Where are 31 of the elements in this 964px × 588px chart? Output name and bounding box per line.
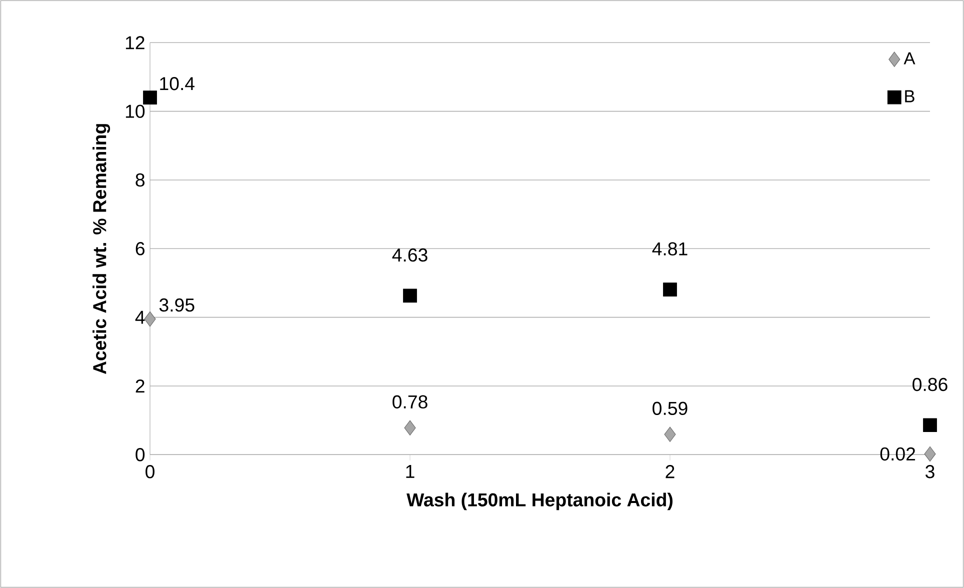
point: [924, 446, 936, 462]
data-label: 10.4: [160, 76, 194, 90]
y-tick-label: 12: [126, 36, 144, 50]
y-tick-label: 10: [126, 104, 145, 118]
data-label: 0.59: [652, 402, 688, 416]
point: [663, 282, 677, 296]
point: [404, 420, 416, 436]
y-tick-label: 8: [136, 173, 144, 187]
x-tick-label: 3: [926, 465, 934, 478]
y-tick-label: 4: [135, 310, 145, 324]
point: [664, 426, 676, 442]
data-label: 0.86: [912, 378, 948, 392]
point: [143, 90, 157, 105]
point: [144, 311, 156, 327]
legend-label: A: [904, 52, 916, 64]
y-tick-label: 0: [136, 448, 145, 462]
y-tick-label: 6: [136, 242, 144, 256]
y-axis-title: Acetic Acid wt. % Remaning: [92, 124, 110, 374]
legend-label: B: [905, 90, 914, 102]
y-tick-label: 2: [136, 379, 144, 393]
data-label: 4.81: [652, 242, 688, 256]
data-label: 4.63: [392, 248, 428, 262]
x-axis-title: Wash (150mL Heptanoic Acid): [406, 492, 673, 510]
x-tick-label: 2: [666, 465, 674, 478]
point: [403, 288, 417, 303]
data-label: 3.95: [159, 298, 194, 312]
data-label: 0.02: [880, 447, 916, 461]
x-tick-label: 0: [146, 465, 154, 478]
point: [923, 418, 937, 432]
x-tick-label: 1: [406, 465, 414, 478]
data-label: 0.78: [392, 395, 428, 408]
